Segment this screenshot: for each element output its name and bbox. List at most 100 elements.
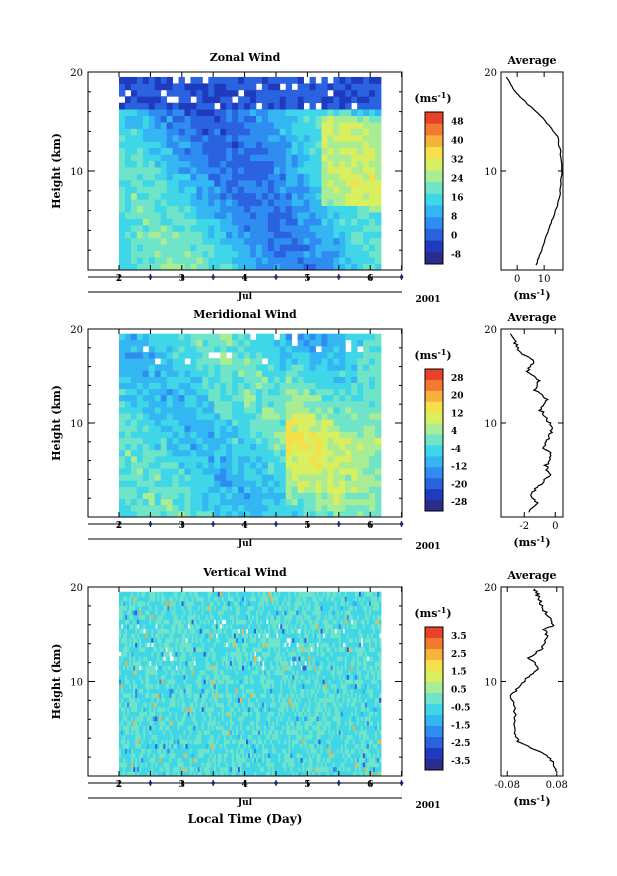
heatmap-cell (374, 752, 378, 758)
heatmap-cell (119, 339, 126, 347)
heatmap-cell (284, 720, 287, 726)
heatmap-cell (187, 748, 190, 754)
heatmap-cell (250, 364, 257, 371)
heatmap-cell (232, 76, 239, 84)
heatmap-cell (190, 449, 197, 457)
heatmap-cell (201, 711, 205, 717)
heatmap-cell (260, 697, 263, 703)
time-marker (337, 275, 341, 279)
heatmap-cell (229, 748, 233, 754)
heatmap-cell (378, 762, 382, 768)
heatmap-cell (190, 179, 197, 187)
heatmap-cell (208, 388, 215, 396)
heatmap-cell (227, 734, 231, 740)
heatmap-cell (130, 498, 138, 506)
heatmap-cell (148, 76, 156, 84)
heatmap-cell (237, 702, 241, 708)
heatmap-cell (324, 734, 327, 740)
heatmap-cell (185, 739, 188, 745)
heatmap-cell (178, 413, 185, 420)
heatmap-cell (244, 480, 251, 487)
heatmap-cell (201, 706, 205, 712)
heatmap-cell (119, 739, 122, 745)
heatmap-cell (142, 504, 150, 512)
heatmap-cell (285, 437, 293, 445)
heatmap-cell (226, 394, 233, 402)
heatmap-cell (171, 729, 174, 735)
heatmap-cell (272, 716, 275, 722)
heatmap-cell (376, 771, 380, 777)
colorbar-tick-label: 20 (451, 392, 464, 402)
heatmap-cell (172, 205, 179, 213)
heatmap-cell (297, 263, 304, 271)
heatmap-cell (147, 720, 150, 726)
heatmap-cell (370, 729, 374, 735)
heatmap-cell (273, 407, 281, 414)
heatmap-cell (339, 237, 346, 245)
heatmap-cell (123, 734, 126, 740)
colorbar-segment (425, 434, 443, 446)
heatmap-cell (315, 407, 322, 414)
heatmap-cell (264, 720, 267, 726)
heatmap-cell (211, 729, 215, 735)
heatmap-cell (245, 743, 249, 749)
heatmap-cell (171, 711, 174, 717)
heatmap-cell (181, 752, 184, 758)
heatmap-cell (316, 757, 319, 763)
heatmap-cell (264, 716, 267, 722)
heatmap-cell (321, 449, 328, 457)
heatmap-cell (178, 352, 185, 359)
heatmap-cell (130, 89, 138, 97)
heatmap-cell (327, 419, 334, 426)
heatmap-cell (252, 729, 255, 735)
heatmap-cell (153, 739, 156, 745)
heatmap-cell (139, 729, 142, 735)
heatmap-cell (232, 407, 239, 414)
heatmap-cell (261, 205, 269, 213)
heatmap-cell (214, 492, 221, 500)
heatmap-cell (161, 720, 164, 726)
heatmap-cell (169, 725, 172, 731)
heatmap-cell (184, 231, 191, 239)
heatmap-cell (207, 762, 211, 768)
heatmap-cell (288, 734, 291, 740)
heatmap-cell (282, 702, 285, 708)
heatmap-cell (250, 443, 257, 451)
heatmap-cell (255, 382, 263, 390)
heatmap-cell (288, 762, 291, 768)
heatmap-cell (285, 352, 293, 359)
heatmap-cell (303, 147, 310, 155)
heatmap-cell (191, 706, 194, 712)
heatmap-cell (255, 443, 263, 451)
heatmap-cell (202, 160, 209, 168)
heatmap-cell (213, 752, 217, 758)
heatmap-cell (226, 407, 233, 414)
heatmap-cell (291, 468, 299, 475)
heatmap-cell (232, 89, 239, 97)
heatmap-cell (369, 141, 376, 149)
heatmap-cell (226, 186, 233, 194)
heatmap-cell (211, 739, 215, 745)
heatmap-cell (374, 743, 378, 749)
heatmap-cell (136, 212, 144, 219)
heatmap-cell (217, 757, 221, 763)
heatmap-cell (143, 739, 146, 745)
heatmap-cell (370, 739, 374, 745)
heatmap-cell (202, 400, 209, 408)
heatmap-cell (352, 729, 356, 735)
heatmap-cell (208, 128, 215, 136)
heatmap-cell (321, 352, 328, 359)
heatmap-cell (297, 455, 304, 463)
heatmap-cell (306, 725, 309, 731)
heatmap-cell (161, 748, 164, 754)
heatmap-cell (244, 179, 251, 187)
heatmap-cell (136, 96, 144, 104)
heatmap-cell (154, 339, 162, 347)
heatmap-cell (244, 504, 251, 512)
heatmap-cell (340, 711, 344, 717)
heatmap-cell (121, 706, 124, 712)
heatmap-cell (267, 474, 275, 481)
heatmap-cell (160, 263, 168, 271)
heatmap-cell (366, 748, 370, 754)
heatmap-cell (298, 766, 301, 772)
